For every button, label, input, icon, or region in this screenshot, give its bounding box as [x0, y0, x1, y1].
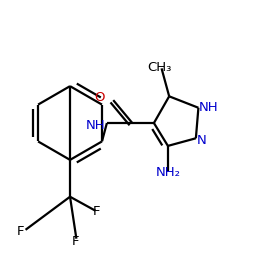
Text: F: F [17, 225, 24, 238]
Text: CH₃: CH₃ [147, 61, 171, 74]
Text: NH₂: NH₂ [155, 166, 180, 179]
Text: N: N [197, 133, 207, 147]
Text: NH: NH [86, 119, 106, 132]
Text: NH: NH [198, 101, 218, 113]
Text: O: O [94, 91, 104, 104]
Text: F: F [71, 235, 79, 248]
Text: F: F [93, 206, 100, 218]
